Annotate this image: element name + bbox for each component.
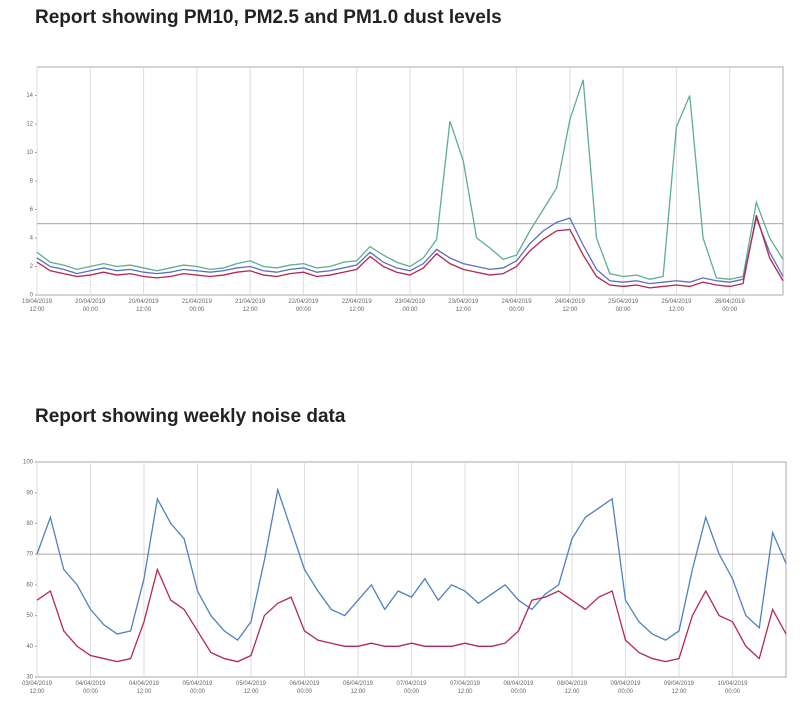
y-tick-label: 4 xyxy=(30,236,34,242)
y-tick-label: 90 xyxy=(26,490,33,496)
y-tick-label: 12 xyxy=(26,122,33,128)
x-tick-label: 24/04/2019 00:00 xyxy=(502,299,533,313)
x-tick-label: 07/04/2019 00:00 xyxy=(396,681,427,695)
chart-title: Report showing PM10, PM2.5 and PM1.0 dus… xyxy=(35,7,502,28)
x-tick-label: 08/04/2019 00:00 xyxy=(503,681,534,695)
y-tick-label: 6 xyxy=(30,207,34,213)
y-tick-label: 10 xyxy=(26,150,33,156)
x-tick-label: 05/04/2019 00:00 xyxy=(182,681,213,695)
x-tick-label: 22/04/2019 12:00 xyxy=(342,299,373,313)
x-tick-label: 05/04/2019 12:00 xyxy=(236,681,267,695)
x-tick-label: 20/04/2019 12:00 xyxy=(129,299,160,313)
x-tick-label: 23/04/2019 12:00 xyxy=(448,299,479,313)
y-tick-label: 50 xyxy=(26,613,33,619)
y-tick-label: 0 xyxy=(30,293,34,299)
y-tick-label: 14 xyxy=(26,93,33,99)
x-tick-label: 10/04/2019 00:00 xyxy=(717,681,748,695)
x-tick-label: 06/04/2019 00:00 xyxy=(289,681,320,695)
x-tick-label: 24/04/2019 12:00 xyxy=(555,299,586,313)
series-line xyxy=(36,567,787,663)
x-tick-label: 22/04/2019 00:00 xyxy=(288,299,319,313)
x-tick-label: 21/04/2019 00:00 xyxy=(182,299,213,313)
y-tick-label: 2 xyxy=(30,264,34,270)
x-tick-label: 26/04/2019 00:00 xyxy=(715,299,746,313)
x-tick-label: 19/04/2019 12:00 xyxy=(22,299,53,313)
series-line xyxy=(36,215,784,289)
x-tick-label: 25/04/2019 00:00 xyxy=(608,299,639,313)
x-tick-label: 04/04/2019 12:00 xyxy=(129,681,160,695)
y-tick-label: 40 xyxy=(26,644,33,650)
x-tick-label: 23/04/2019 00:00 xyxy=(395,299,426,313)
x-tick-label: 09/04/2019 00:00 xyxy=(610,681,641,695)
y-tick-label: 30 xyxy=(26,675,33,681)
x-tick-label: 07/04/2019 12:00 xyxy=(450,681,481,695)
x-tick-label: 06/04/2019 12:00 xyxy=(343,681,374,695)
series-line xyxy=(36,215,784,285)
x-tick-label: 09/04/2019 12:00 xyxy=(664,681,695,695)
x-tick-label: 08/04/2019 12:00 xyxy=(557,681,588,695)
y-tick-label: 80 xyxy=(26,521,33,527)
x-tick-label: 04/04/2019 00:00 xyxy=(75,681,106,695)
y-tick-label: 8 xyxy=(30,179,34,185)
chart-title: Report showing weekly noise data xyxy=(35,406,346,427)
y-tick-label: 60 xyxy=(26,582,33,588)
x-tick-label: 25/04/2019 12:00 xyxy=(661,299,692,313)
series-line xyxy=(36,487,787,642)
x-tick-label: 21/04/2019 12:00 xyxy=(235,299,266,313)
x-tick-label: 03/04/2019 12:00 xyxy=(22,681,53,695)
x-tick-label: 20/04/2019 00:00 xyxy=(75,299,106,313)
series-line xyxy=(36,79,784,280)
y-tick-label: 70 xyxy=(26,552,33,558)
y-tick-label: 100 xyxy=(23,460,34,466)
